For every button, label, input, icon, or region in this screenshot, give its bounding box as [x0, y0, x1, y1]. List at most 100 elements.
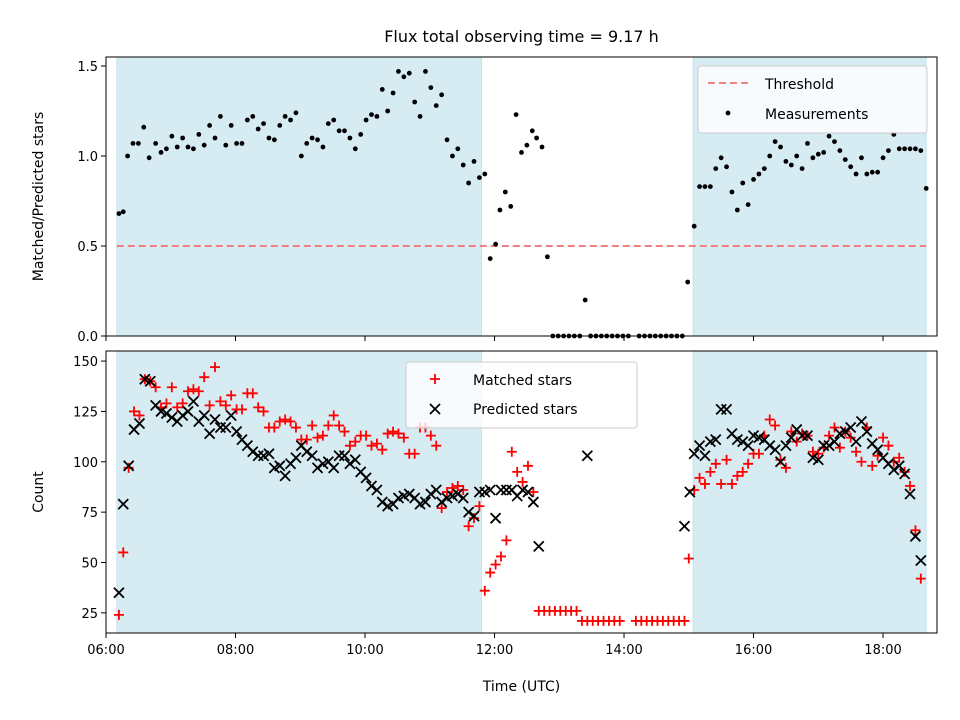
matched-stars-point [512, 466, 523, 477]
predicted-stars-point [360, 472, 372, 484]
measurement-point [325, 121, 331, 126]
matched-stars-point [469, 513, 480, 524]
predicted-stars-point [769, 444, 781, 456]
measurement-point [266, 135, 272, 141]
matched-stars-point [334, 420, 345, 431]
matched-stars-point [183, 386, 194, 397]
measurement-point [751, 177, 756, 182]
predicted-stars-point [909, 530, 922, 542]
matched-stars-point [226, 390, 237, 401]
matched-stars-point [899, 466, 910, 477]
matched-stars-point [726, 478, 737, 489]
matched-stars-point [506, 446, 517, 457]
matched-stars-point [323, 420, 334, 431]
ratio-panel: 0.0 0.5 1.0 1.5 Flux total observing time =… [31, 27, 938, 345]
measurement-point [729, 189, 735, 195]
measurement-point [223, 142, 229, 148]
measurement-point [497, 207, 503, 213]
measurement-point [331, 117, 337, 123]
matched-stars-point [883, 440, 894, 451]
measurement-point [734, 207, 740, 213]
measurement-point [740, 180, 746, 186]
legend-box [405, 361, 638, 429]
measurement-point [396, 69, 401, 74]
matched-stars-point [867, 460, 878, 471]
predicted-stars-point [436, 496, 448, 508]
y-tick-label: 150 [73, 355, 98, 370]
measurement-point [545, 254, 550, 260]
matched-stars-point [113, 609, 124, 620]
measurement-point [153, 141, 159, 146]
measurement-point [282, 114, 288, 119]
measurement-point [493, 241, 498, 247]
matched-stars-point [199, 372, 210, 383]
measurement-point [158, 150, 164, 155]
predicted-stars-point [209, 413, 221, 426]
matched-stars-point [679, 615, 690, 626]
matched-stars-point [824, 430, 835, 441]
measurement-point [374, 114, 380, 119]
measurement-point [169, 133, 175, 139]
measurement-point [320, 144, 326, 150]
measurement-point [130, 141, 136, 146]
matched-stars-point [517, 476, 528, 487]
matched-stars-point [910, 525, 921, 536]
matched-stars-point [485, 567, 496, 578]
predicted-stars-point [737, 436, 749, 448]
matched-stars-point [361, 430, 372, 441]
matched-stars-point [495, 551, 506, 562]
legend-matched-swatch [430, 374, 440, 384]
legend-matched-label: Matched stars [473, 373, 572, 389]
matched-stars-point [193, 386, 204, 397]
measurement-point [146, 155, 152, 161]
predicted-stars-point [780, 440, 792, 452]
matched-stars-point [614, 615, 625, 626]
measurement-point [298, 153, 304, 159]
predicted-stars-point [290, 452, 302, 464]
matched-stars-point [215, 396, 226, 407]
measurement-point [482, 171, 488, 177]
measurement-point [444, 137, 450, 143]
measurement-point [772, 139, 778, 145]
predicted-stars-point [823, 440, 835, 452]
measurement-point [261, 121, 266, 126]
measurement-point [896, 146, 902, 152]
measurement-point [534, 135, 540, 141]
matched-stars-point [301, 434, 312, 445]
matched-stars-point [290, 422, 301, 433]
matched-stars-point [813, 448, 824, 459]
predicted-stars-point [301, 446, 313, 458]
matched-stars-point [490, 559, 501, 570]
y-tick-label: 1.0 [77, 150, 98, 165]
measurement-point [201, 142, 207, 148]
predicted-stars-point [344, 458, 356, 470]
predicted-stars-point [182, 405, 194, 418]
predicted-stars-point [349, 454, 361, 466]
measurement-point [907, 146, 913, 152]
y-tick-label: 0.0 [77, 330, 98, 345]
predicted-stars-point [812, 454, 824, 466]
measurement-point [390, 90, 396, 96]
measurement-point [783, 159, 789, 164]
predicted-stars-point [845, 421, 857, 434]
matched-stars-point [699, 478, 710, 489]
matched-stars-point [177, 398, 188, 409]
predicted-stars-point [198, 409, 210, 422]
legend-predicted-label: Predicted stars [473, 402, 578, 418]
predicted-stars-point [699, 450, 711, 462]
predicted-stars-point [581, 450, 593, 462]
legend-threshold-label: Threshold [764, 77, 834, 93]
matched-stars-point [791, 436, 802, 447]
predicted-stars-point [263, 448, 275, 460]
measurement-point [228, 123, 234, 128]
chart-title: Flux total observing time = 9.17 h [384, 27, 659, 46]
matched-stars-point [447, 482, 458, 493]
count-panel: 25 50 75 100 125 150 06:00 08:00 10:00 12:00 14:0… [31, 350, 938, 695]
matched-stars-point [770, 420, 781, 431]
measurement-point [455, 146, 461, 152]
matched-stars-point [371, 438, 382, 449]
matched-stars-point [458, 484, 469, 495]
measurement-point [767, 153, 773, 159]
measurement-point [212, 135, 218, 141]
measurement-point [842, 157, 848, 163]
